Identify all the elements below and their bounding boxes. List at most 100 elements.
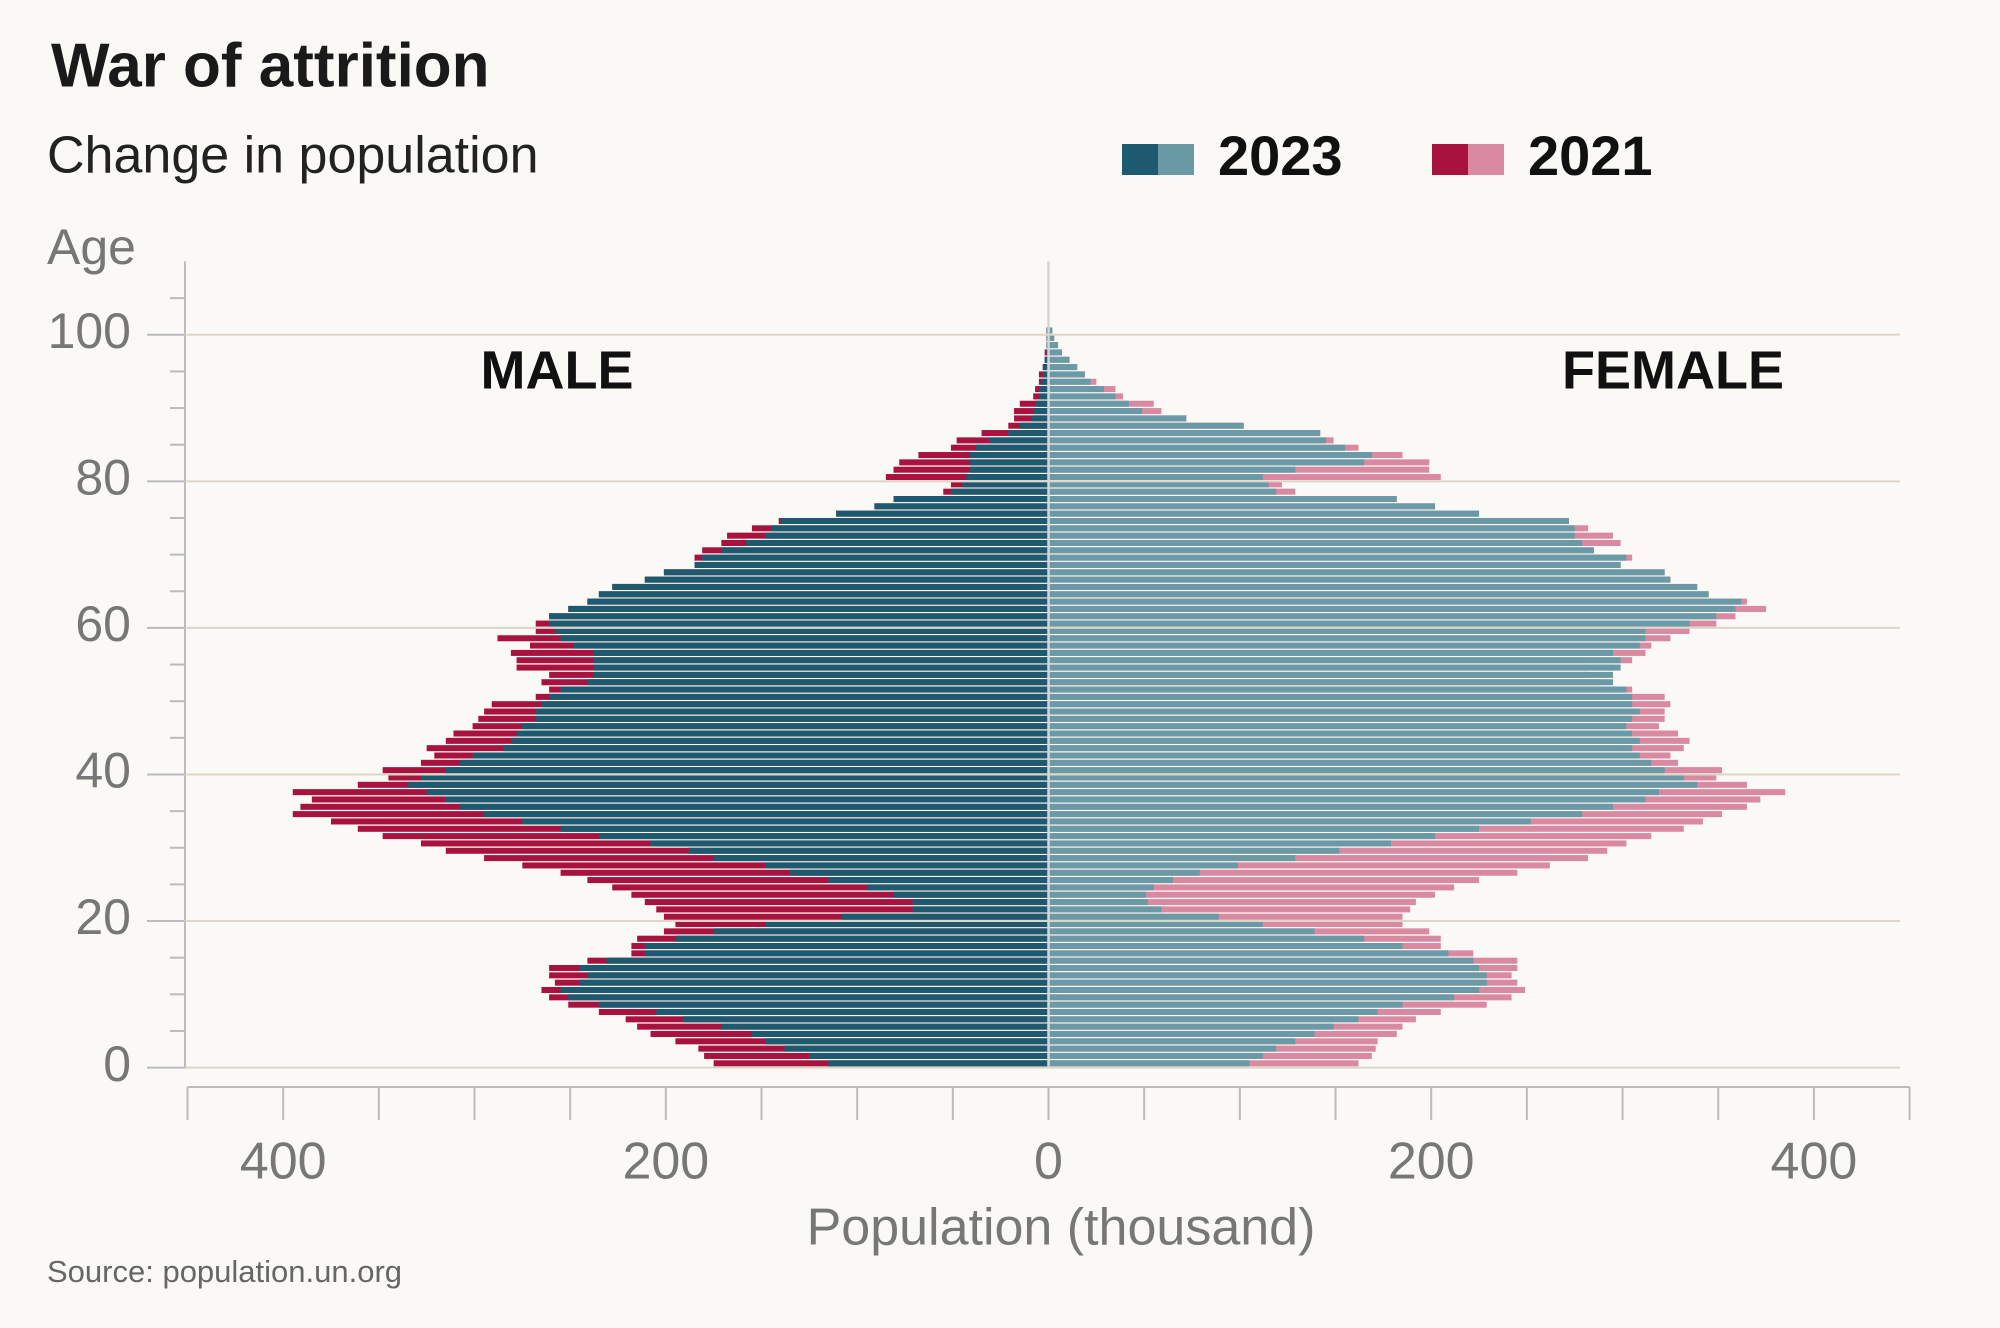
- bar: [560, 825, 1049, 832]
- legend-label: 2023: [1218, 124, 1343, 187]
- bar: [688, 847, 1049, 854]
- bar: [893, 891, 1049, 898]
- x-axis-title: Population (thousand): [807, 1199, 1316, 1257]
- bar: [1048, 364, 1078, 371]
- y-tick-label: 80: [75, 450, 131, 506]
- bar: [579, 965, 1049, 972]
- bar: [1048, 598, 1742, 605]
- bar: [593, 671, 1049, 678]
- bar: [1048, 928, 1315, 935]
- bar: [1040, 378, 1049, 385]
- bar: [1048, 855, 1589, 862]
- bar: [1048, 664, 1621, 671]
- bar: [1048, 994, 1455, 1001]
- bar: [1048, 481, 1269, 488]
- bar: [522, 818, 1049, 825]
- bar: [950, 488, 1049, 495]
- bar: [1048, 921, 1263, 928]
- bar: [771, 525, 1049, 532]
- bar: [1044, 356, 1049, 363]
- bar: [1048, 547, 1594, 554]
- bar: [828, 1060, 1049, 1067]
- bar: [874, 503, 1049, 510]
- bar: [1048, 569, 1665, 576]
- bar: [1048, 1045, 1277, 1052]
- bar: [1048, 561, 1621, 568]
- bar: [587, 679, 1049, 686]
- bar: [1048, 701, 1633, 708]
- bar: [1048, 715, 1633, 722]
- y-tick-label: 40: [75, 743, 131, 799]
- legend-swatch: [1432, 144, 1468, 175]
- bar: [644, 576, 1049, 583]
- bar: [713, 855, 1049, 862]
- bar: [587, 877, 1049, 884]
- bar: [1048, 327, 1053, 334]
- legend-label: 2021: [1528, 124, 1653, 187]
- bar: [549, 620, 1049, 627]
- bar: [1048, 943, 1403, 950]
- bar: [1048, 371, 1085, 378]
- bar: [966, 474, 1049, 481]
- bar: [420, 774, 1049, 781]
- bar: [721, 1023, 1049, 1030]
- bar: [549, 693, 1049, 700]
- bar: [650, 840, 1049, 847]
- bar: [751, 1030, 1049, 1037]
- bar: [656, 906, 1049, 913]
- x-tick-label: 400: [1771, 1133, 1858, 1191]
- bar: [1048, 408, 1143, 415]
- legend-swatch: [1158, 144, 1194, 175]
- bar: [765, 1038, 1049, 1045]
- bar: [1048, 591, 1709, 598]
- bar: [426, 789, 1049, 796]
- bar: [912, 899, 1049, 906]
- chart-title: War of attrition: [51, 31, 490, 100]
- bar: [1038, 386, 1049, 393]
- bar: [1048, 774, 1684, 781]
- bar: [1048, 862, 1238, 869]
- bar: [1048, 415, 1187, 422]
- bar: [598, 833, 1049, 840]
- bar: [593, 657, 1049, 664]
- bar: [1048, 356, 1070, 363]
- bar: [1048, 752, 1640, 759]
- bar: [1042, 364, 1049, 371]
- bar: [1048, 342, 1059, 349]
- bar: [1048, 825, 1480, 832]
- bar: [1048, 891, 1436, 898]
- bar: [560, 986, 1049, 994]
- bar: [1019, 422, 1049, 429]
- bar: [780, 517, 1049, 525]
- bar: [1048, 474, 1263, 481]
- bar: [1048, 803, 1613, 810]
- bar: [1048, 386, 1104, 393]
- bar: [598, 1001, 1049, 1008]
- bar: [459, 759, 1049, 766]
- source: Source: population.un.org: [47, 1254, 402, 1289]
- y-tick-label: 0: [103, 1036, 131, 1092]
- bar: [1048, 459, 1365, 466]
- bar: [713, 928, 1049, 935]
- bar: [549, 613, 1049, 620]
- bar: [1048, 737, 1640, 744]
- bar: [1048, 869, 1200, 876]
- y-tick-label: 20: [75, 889, 131, 945]
- bar: [663, 569, 1049, 576]
- bar: [612, 884, 1049, 891]
- bar: [1048, 444, 1346, 451]
- bar: [1048, 657, 1621, 664]
- bar: [746, 539, 1049, 546]
- bar: [407, 781, 1049, 788]
- bar: [445, 767, 1049, 774]
- bar: [516, 730, 1049, 737]
- legend-swatch: [1468, 144, 1504, 175]
- bar: [573, 642, 1049, 649]
- bar: [644, 943, 1049, 950]
- y-axis-title: Age: [47, 219, 136, 275]
- bar: [675, 935, 1049, 942]
- bar: [1048, 583, 1698, 590]
- bar: [962, 481, 1049, 488]
- bar: [809, 1052, 1049, 1059]
